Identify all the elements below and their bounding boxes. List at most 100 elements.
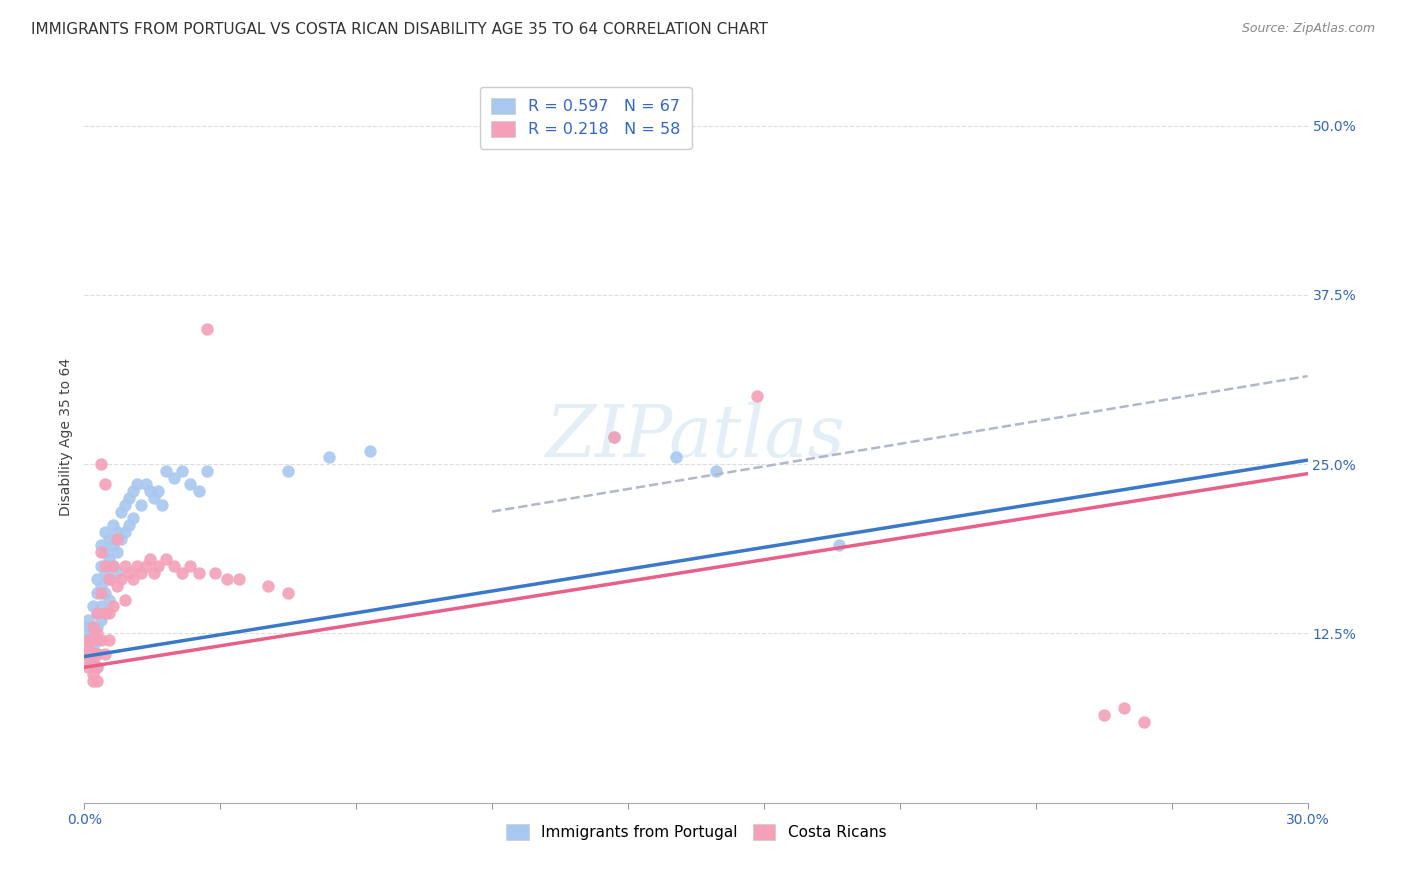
Point [105, 545, 128, 559]
Point [101, 538, 124, 552]
Point [93, 524, 115, 539]
Point [86, 660, 108, 674]
Point [118, 566, 141, 580]
Point [93, 647, 115, 661]
Point [114, 524, 136, 539]
Text: Source: ZipAtlas.com: Source: ZipAtlas.com [1241, 22, 1375, 36]
Point [277, 464, 299, 478]
Point [86, 606, 108, 620]
Point [277, 586, 299, 600]
Point [204, 566, 226, 580]
Point [146, 484, 169, 499]
Point [93, 545, 115, 559]
Point [142, 566, 165, 580]
Point [187, 484, 209, 499]
Point [82, 667, 104, 681]
Point [86, 572, 108, 586]
Point [603, 430, 626, 444]
Point [93, 477, 115, 491]
Point [82, 640, 104, 654]
Point [86, 606, 108, 620]
Point [97, 633, 120, 648]
Point [97, 606, 120, 620]
Point [82, 647, 104, 661]
Point [82, 599, 104, 614]
Point [105, 579, 128, 593]
Point [118, 491, 141, 505]
Point [122, 572, 145, 586]
Point [90, 633, 112, 648]
Point [131, 566, 153, 580]
Point [1133, 714, 1156, 729]
Point [82, 654, 104, 668]
Point [122, 511, 145, 525]
Point [77, 647, 100, 661]
Point [187, 566, 209, 580]
Point [77, 620, 100, 634]
Point [97, 572, 120, 586]
Point [257, 579, 280, 593]
Point [77, 613, 100, 627]
Point [93, 606, 115, 620]
Point [318, 450, 340, 465]
Y-axis label: Disability Age 35 to 64: Disability Age 35 to 64 [59, 358, 73, 516]
Point [172, 566, 194, 580]
Point [217, 572, 239, 586]
Point [138, 484, 160, 499]
Point [86, 647, 108, 661]
Text: IMMIGRANTS FROM PORTUGAL VS COSTA RICAN DISABILITY AGE 35 TO 64 CORRELATION CHAR: IMMIGRANTS FROM PORTUGAL VS COSTA RICAN … [31, 22, 768, 37]
Point [163, 558, 186, 573]
Point [138, 552, 160, 566]
Point [82, 620, 104, 634]
Point [101, 599, 124, 614]
Point [146, 558, 169, 573]
Point [77, 640, 100, 654]
Point [172, 464, 194, 478]
Point [118, 518, 141, 533]
Point [86, 647, 108, 661]
Point [179, 477, 201, 491]
Point [97, 552, 120, 566]
Point [163, 471, 186, 485]
Point [86, 586, 108, 600]
Point [359, 443, 381, 458]
Point [101, 558, 124, 573]
Point [77, 626, 100, 640]
Point [1092, 707, 1115, 722]
Point [195, 322, 218, 336]
Point [747, 389, 769, 403]
Point [179, 558, 201, 573]
Legend: Immigrants from Portugal, Costa Ricans: Immigrants from Portugal, Costa Ricans [499, 818, 893, 847]
Point [114, 558, 136, 573]
Point [82, 620, 104, 634]
Point [105, 524, 128, 539]
Point [228, 572, 250, 586]
Point [150, 498, 173, 512]
Point [93, 558, 115, 573]
Point [77, 640, 100, 654]
Point [135, 477, 157, 491]
Point [110, 572, 132, 586]
Point [77, 660, 100, 674]
Point [665, 450, 688, 465]
Point [97, 572, 120, 586]
Point [82, 673, 104, 688]
Point [101, 558, 124, 573]
Point [90, 545, 112, 559]
Point [86, 673, 108, 688]
Point [122, 484, 145, 499]
Point [93, 566, 115, 580]
Point [127, 477, 149, 491]
Point [86, 633, 108, 648]
Point [131, 498, 153, 512]
Point [105, 566, 128, 580]
Point [101, 518, 124, 533]
Point [77, 654, 100, 668]
Point [90, 538, 112, 552]
Point [1114, 701, 1136, 715]
Point [86, 660, 108, 674]
Point [97, 532, 120, 546]
Point [114, 498, 136, 512]
Point [97, 592, 120, 607]
Point [93, 586, 115, 600]
